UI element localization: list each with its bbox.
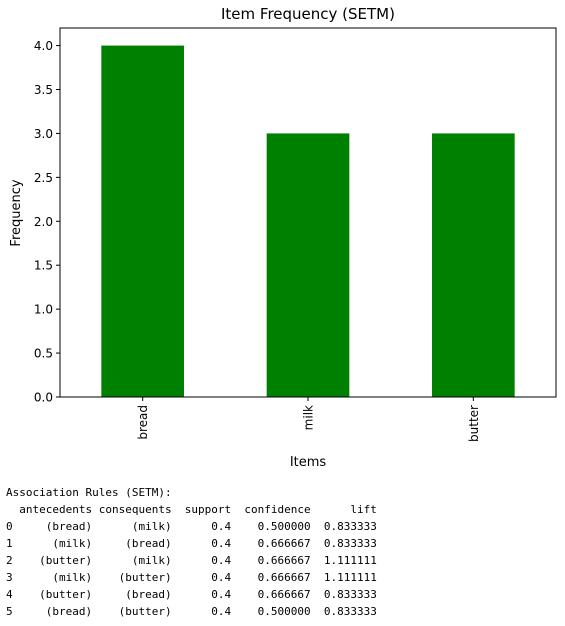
y-tick-label: 0.5 bbox=[34, 347, 53, 361]
bar-bread bbox=[101, 45, 184, 397]
plot-area bbox=[101, 45, 515, 397]
rules-heading: Association Rules (SETM): bbox=[6, 486, 172, 499]
y-tick-label: 0.0 bbox=[34, 391, 53, 405]
rules-table-row: 3 (milk) (butter) 0.4 0.666667 1.111111 bbox=[6, 571, 377, 584]
rules-table-row: 4 (butter) (bread) 0.4 0.666667 0.833333 bbox=[6, 588, 377, 601]
rules-table-row: 5 (bread) (butter) 0.4 0.500000 0.833333 bbox=[6, 605, 377, 618]
x-axis-label: Items bbox=[290, 455, 327, 470]
bar-milk bbox=[266, 133, 350, 397]
y-tick-label: 1.0 bbox=[34, 303, 53, 317]
association-rules-output: Association Rules (SETM): antecedents co… bbox=[6, 484, 377, 620]
x-tick-label-butter: butter bbox=[467, 405, 481, 442]
y-tick-label: 1.5 bbox=[34, 259, 53, 273]
rules-table-row: 0 (bread) (milk) 0.4 0.500000 0.833333 bbox=[6, 520, 377, 533]
x-axis: bread milk butter bbox=[136, 397, 481, 442]
rules-table-header: antecedents consequents support confiden… bbox=[6, 503, 377, 516]
y-tick-label: 2.0 bbox=[34, 215, 53, 229]
y-axis-label: Frequency bbox=[9, 179, 24, 246]
rules-table-row: 2 (butter) (milk) 0.4 0.666667 1.111111 bbox=[6, 554, 377, 567]
bar-chart: Item Frequency (SETM) 0.0 0.5 1.0 1.5 2.0 2.5… bbox=[9, 5, 557, 470]
y-tick-label: 3.0 bbox=[34, 127, 53, 141]
x-tick-label-bread: bread bbox=[136, 405, 150, 440]
y-axis: 0.0 0.5 1.0 1.5 2.0 2.5 3.0 3.5 4.0 bbox=[34, 39, 60, 405]
y-tick-label: 2.5 bbox=[34, 171, 53, 185]
y-tick-label: 3.5 bbox=[34, 83, 53, 97]
x-tick-label-milk: milk bbox=[302, 405, 316, 430]
bar-butter bbox=[432, 133, 515, 397]
y-tick-label: 4.0 bbox=[34, 39, 53, 53]
chart-title: Item Frequency (SETM) bbox=[221, 5, 395, 23]
rules-table-row: 1 (milk) (bread) 0.4 0.666667 0.833333 bbox=[6, 537, 377, 550]
